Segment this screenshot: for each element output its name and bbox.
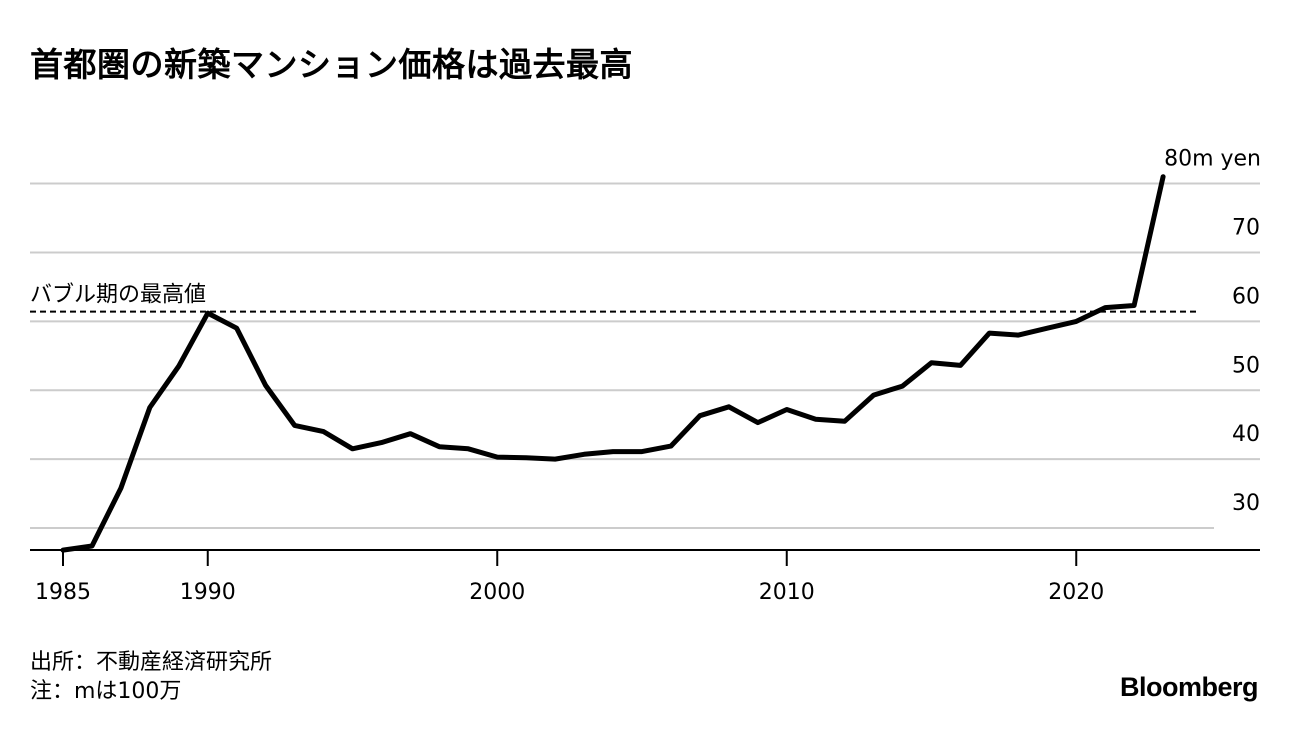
line-chart: 30 40 50 60 70 80m yen 1985 1990 2000 2010 2020 バブル… — [30, 147, 1261, 605]
x-tick-label: 1990 — [180, 580, 236, 605]
bloomberg-logo: Bloomberg — [1119, 672, 1259, 702]
y-tick-label: 40 — [1232, 422, 1260, 447]
x-tick-label: 2000 — [469, 580, 525, 605]
series-line-0 — [60, 174, 1166, 553]
x-tick-label: 2020 — [1048, 580, 1104, 605]
reference-line-label: バブル期の最高値 — [30, 283, 206, 308]
unit-note: 注：mは100万 — [30, 679, 182, 704]
y-tick-label: 50 — [1232, 353, 1260, 378]
y-top-label: 80m yen — [1164, 147, 1261, 172]
source-note: 出所：不動産経済研究所 — [30, 650, 273, 675]
footer: 出所：不動産経済研究所 注：mは100万 — [30, 648, 272, 706]
y-tick-label: 60 — [1232, 284, 1260, 309]
x-tick-label: 2010 — [759, 580, 815, 605]
x-tick-label: 1985 — [35, 580, 91, 605]
y-tick-label: 30 — [1232, 491, 1260, 516]
y-tick-label: 70 — [1232, 215, 1260, 240]
chart-title: 首都圏の新築マンション価格は過去最高 — [30, 45, 633, 84]
